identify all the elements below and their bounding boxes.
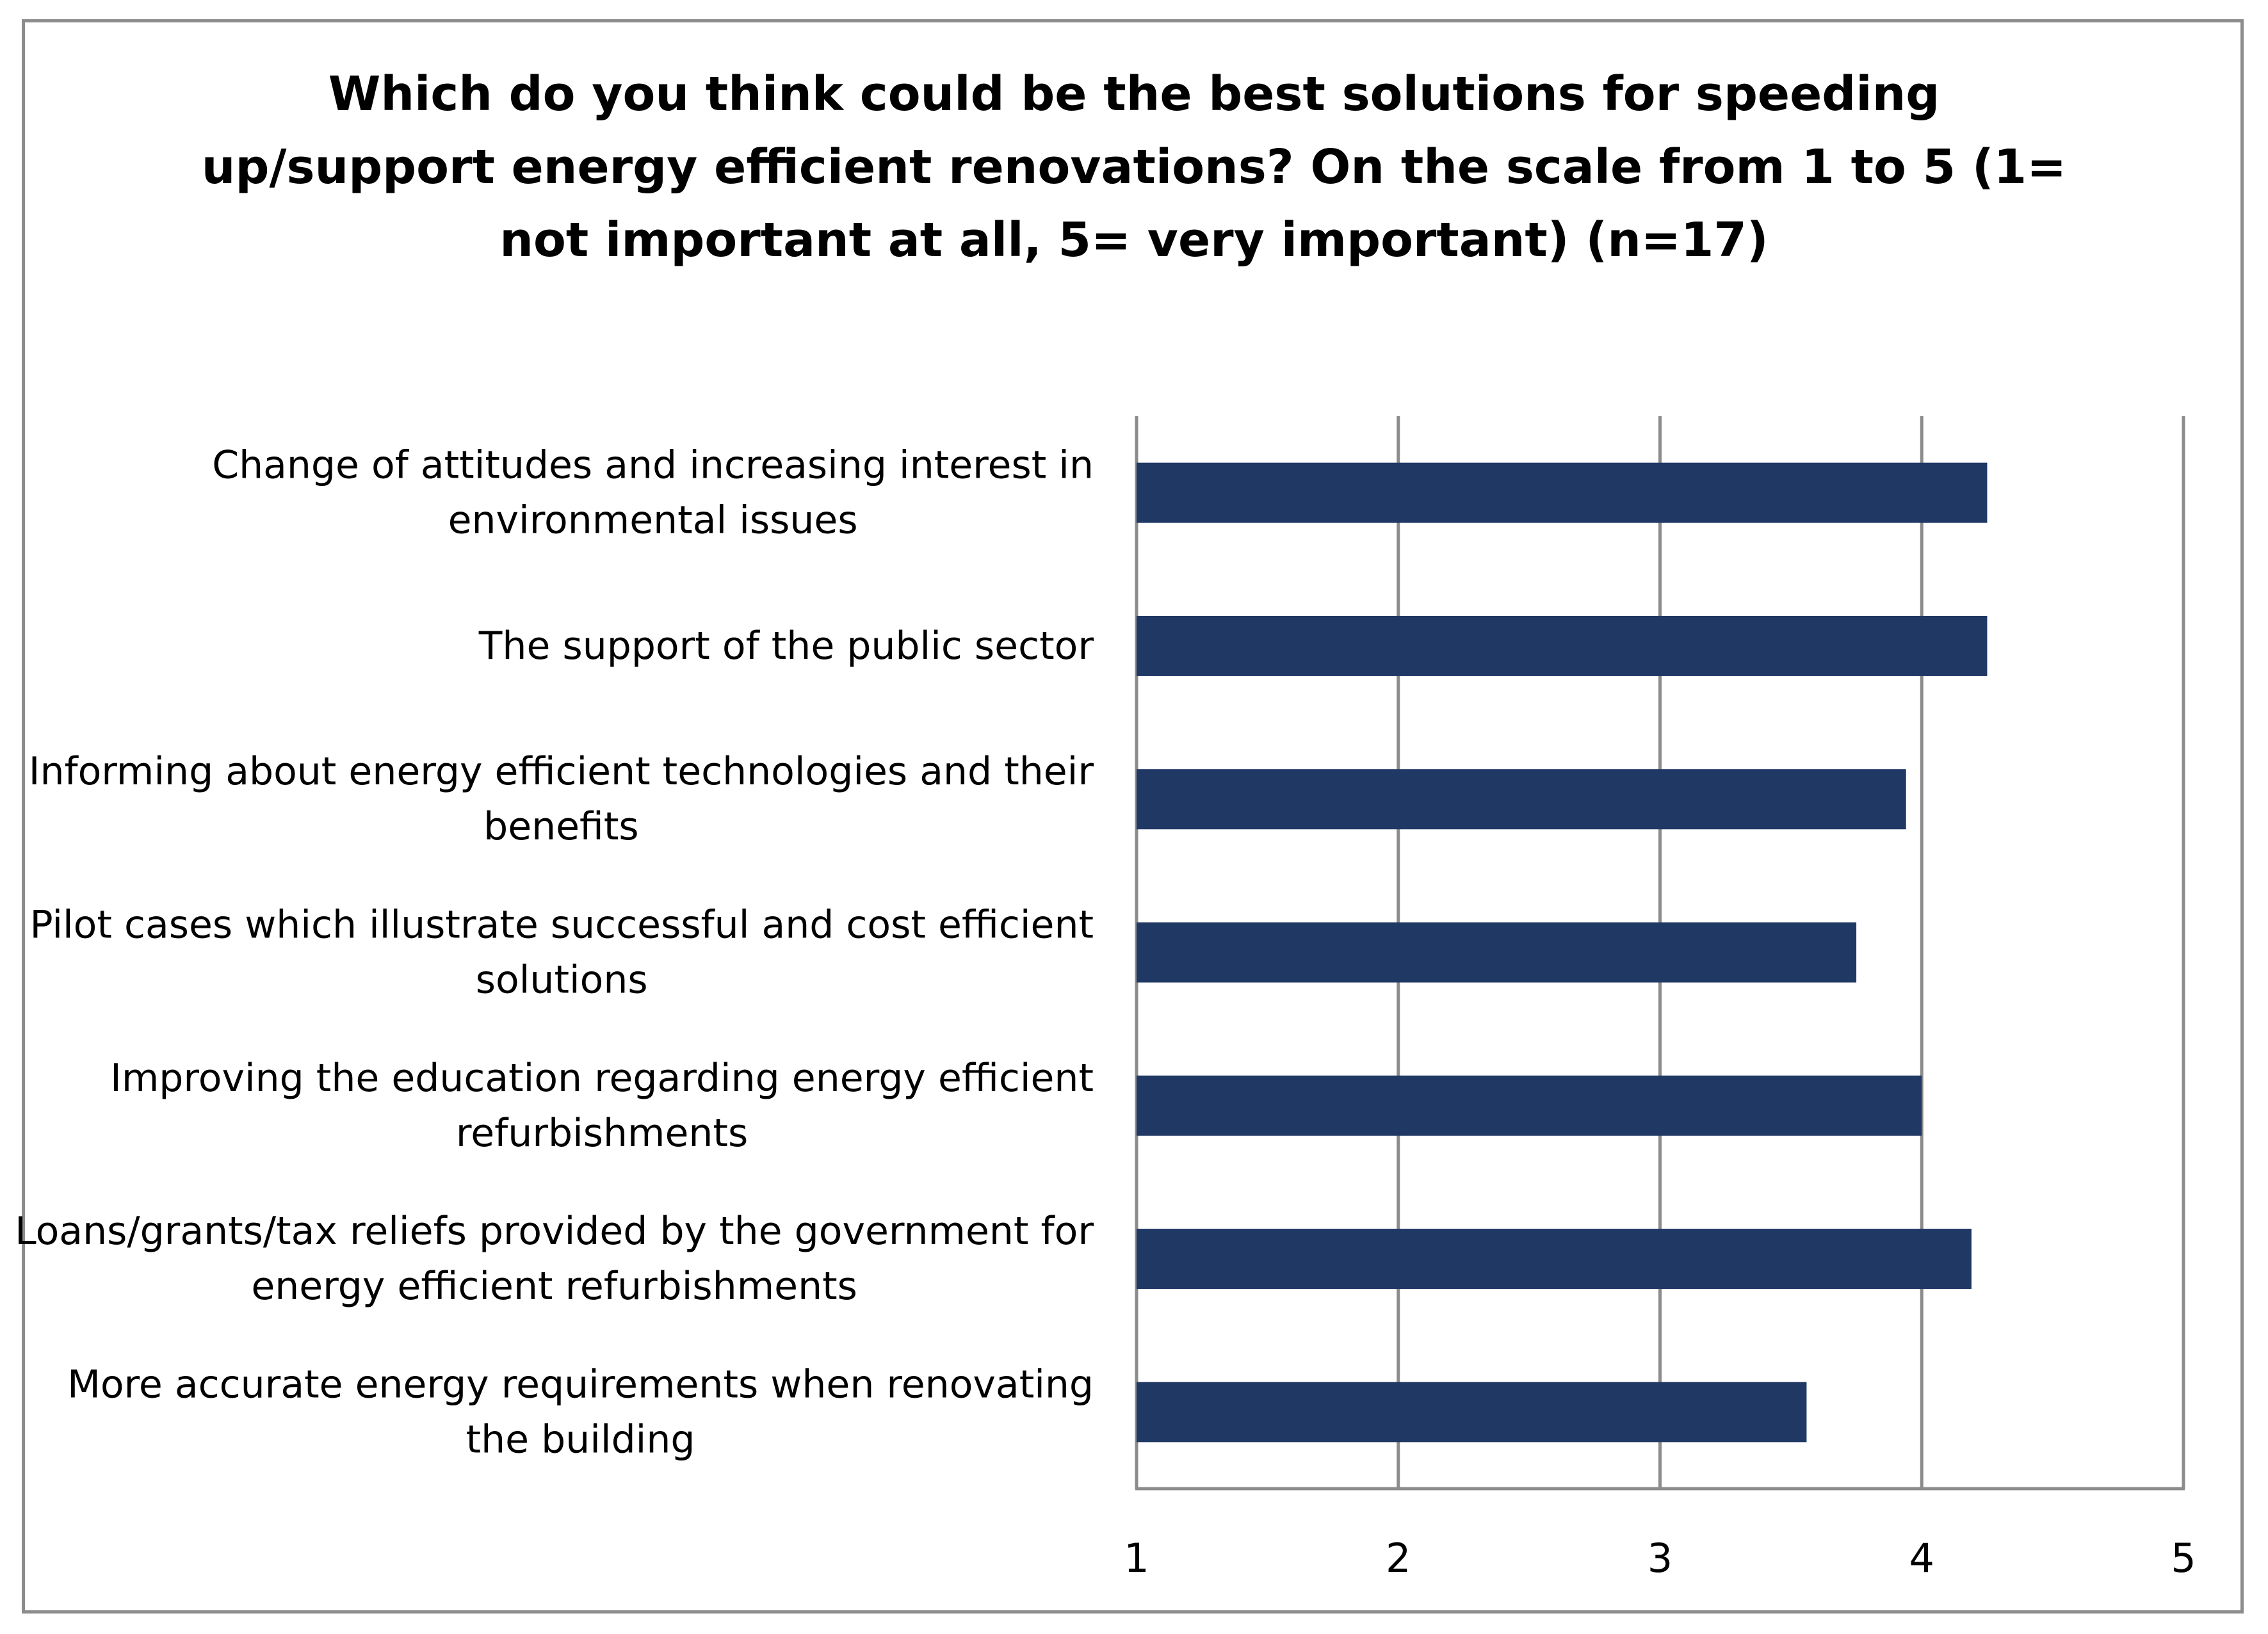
category-label-line: solutions [476,958,648,1003]
bar [1137,769,1906,830]
category-label: More accurate energy requirements when r… [67,1362,1094,1462]
category-label-line: Change of attitudes and increasing inter… [212,443,1094,488]
chart-title: Which do you think could be the best sol… [128,58,2140,277]
x-tick-label: 4 [1909,1535,1934,1581]
category-label: Loans/grants/tax reliefs provided by the… [15,1209,1094,1309]
category-label-line: Pilot cases which illustrate successful … [29,903,1094,948]
category-label-line: energy efficient refurbishments [251,1264,857,1309]
category-label-line: Loans/grants/tax reliefs provided by the… [15,1209,1094,1254]
x-axis-ticks: 1 2 3 4 5 [1124,1535,2196,1581]
chart-title-line: Which do you think could be the best sol… [328,67,1940,122]
category-label-line: More accurate energy requirements when r… [67,1362,1094,1407]
chart-title-line: not important at all, 5= very important)… [499,213,1769,268]
category-label-line: benefits [483,804,639,849]
category-label-line: refurbishments [456,1111,748,1156]
category-label: Improving the education regarding energy… [110,1056,1094,1156]
bar [1137,1229,1972,1290]
chart-title-line: up/support energy efficient renovations?… [201,140,2067,195]
x-tick-label: 1 [1124,1535,1149,1581]
category-label: Informing about energy efficient technol… [29,749,1094,849]
x-tick-label: 3 [1648,1535,1673,1581]
bar [1137,1382,1807,1443]
category-label: Pilot cases which illustrate successful … [29,903,1094,1003]
bar [1137,462,1988,523]
category-label-line: Improving the education regarding energy… [110,1056,1094,1101]
category-label: The support of the public sector [478,624,1094,668]
bars [1137,462,1988,1443]
category-labels: Change of attitudes and increasing inter… [15,443,1094,1462]
category-label-line: Informing about energy efficient technol… [29,749,1094,794]
bar [1137,922,1857,983]
bar [1137,615,1988,676]
category-label-line: environmental issues [448,498,858,543]
x-tick-label: 2 [1386,1535,1411,1581]
category-label-line: the building [466,1417,695,1462]
bar [1137,1075,1922,1136]
x-tick-label: 5 [2171,1535,2196,1581]
category-label-line: The support of the public sector [478,624,1094,668]
category-label: Change of attitudes and increasing inter… [212,443,1094,543]
